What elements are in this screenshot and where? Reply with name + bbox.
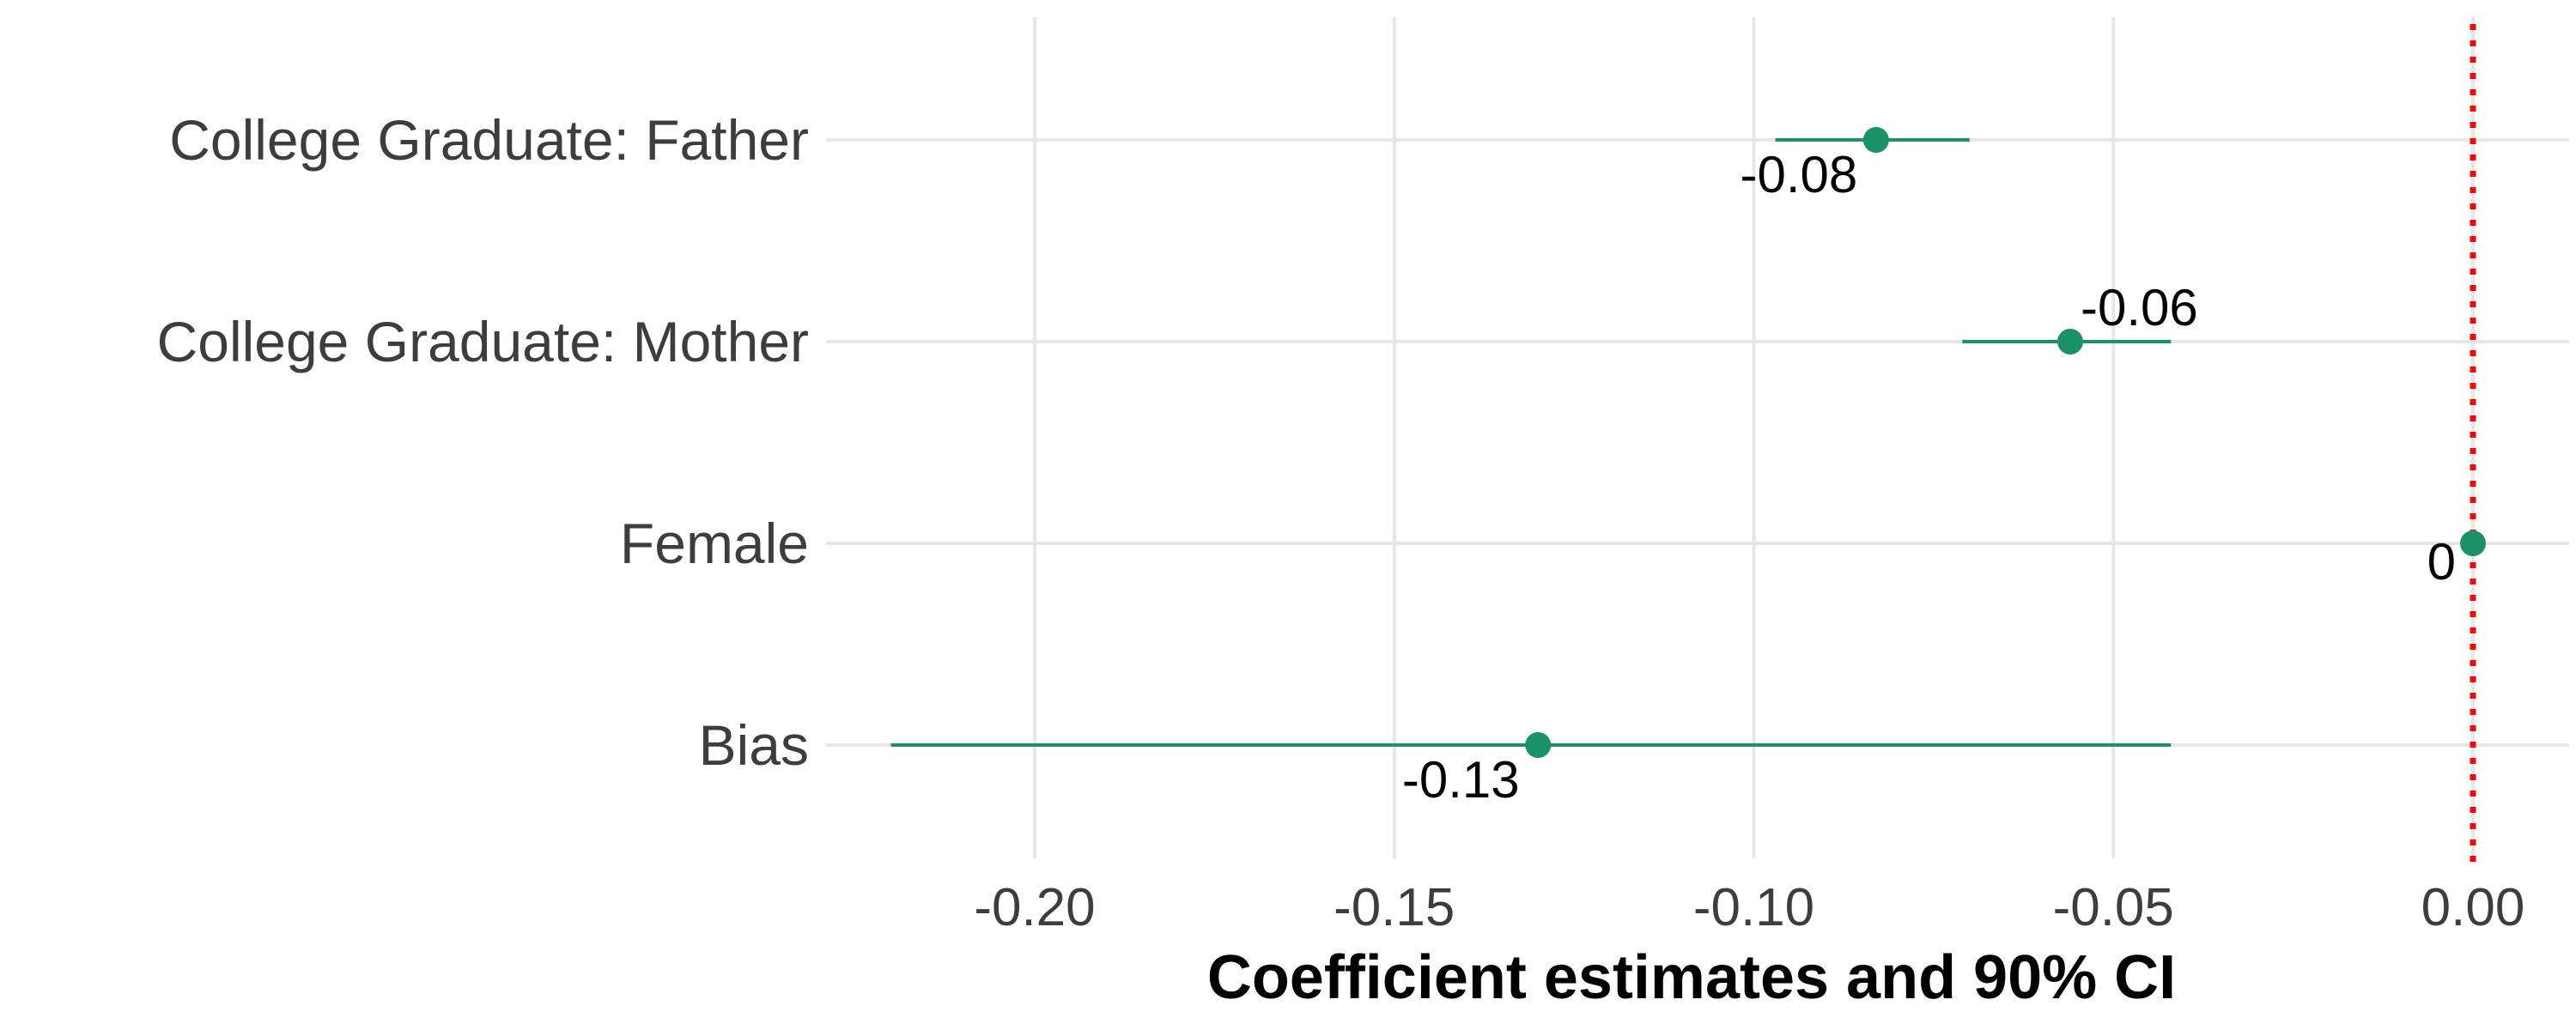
point-label: -0.06	[2081, 279, 2198, 336]
point-label: 0	[2427, 533, 2456, 591]
x-axis-tick-labels: -0.20 -0.15 -0.10 -0.05 0.00	[974, 878, 2524, 937]
y-axis-label: College Graduate: Mother	[157, 310, 809, 373]
y-axis-labels: College Graduate: Father College Graduate…	[157, 108, 809, 777]
x-tick-label: 0.00	[2421, 878, 2525, 937]
x-tick-label: -0.10	[1693, 878, 1814, 937]
x-axis-title: Coefficient estimates and 90% CI	[1207, 943, 2176, 1012]
gridlines	[826, 17, 2569, 858]
point-labels: -0.08 -0.06 0 -0.13	[1402, 146, 2456, 809]
x-tick-label: -0.20	[974, 878, 1095, 937]
x-tick-label: -0.05	[2053, 878, 2174, 937]
estimate-point	[1862, 127, 1889, 153]
y-axis-label: Female	[620, 512, 809, 575]
x-tick-label: -0.15	[1334, 878, 1455, 937]
point-label: -0.13	[1402, 751, 1520, 809]
y-axis-label: Bias	[699, 713, 809, 777]
estimate-points	[1525, 127, 2486, 758]
estimate-point	[1525, 732, 1552, 758]
y-axis-label: College Graduate: Father	[169, 108, 809, 172]
estimate-point	[2057, 329, 2083, 354]
confidence-intervals	[890, 138, 2481, 747]
point-label: -0.08	[1740, 146, 1857, 203]
estimate-point	[2460, 530, 2486, 556]
